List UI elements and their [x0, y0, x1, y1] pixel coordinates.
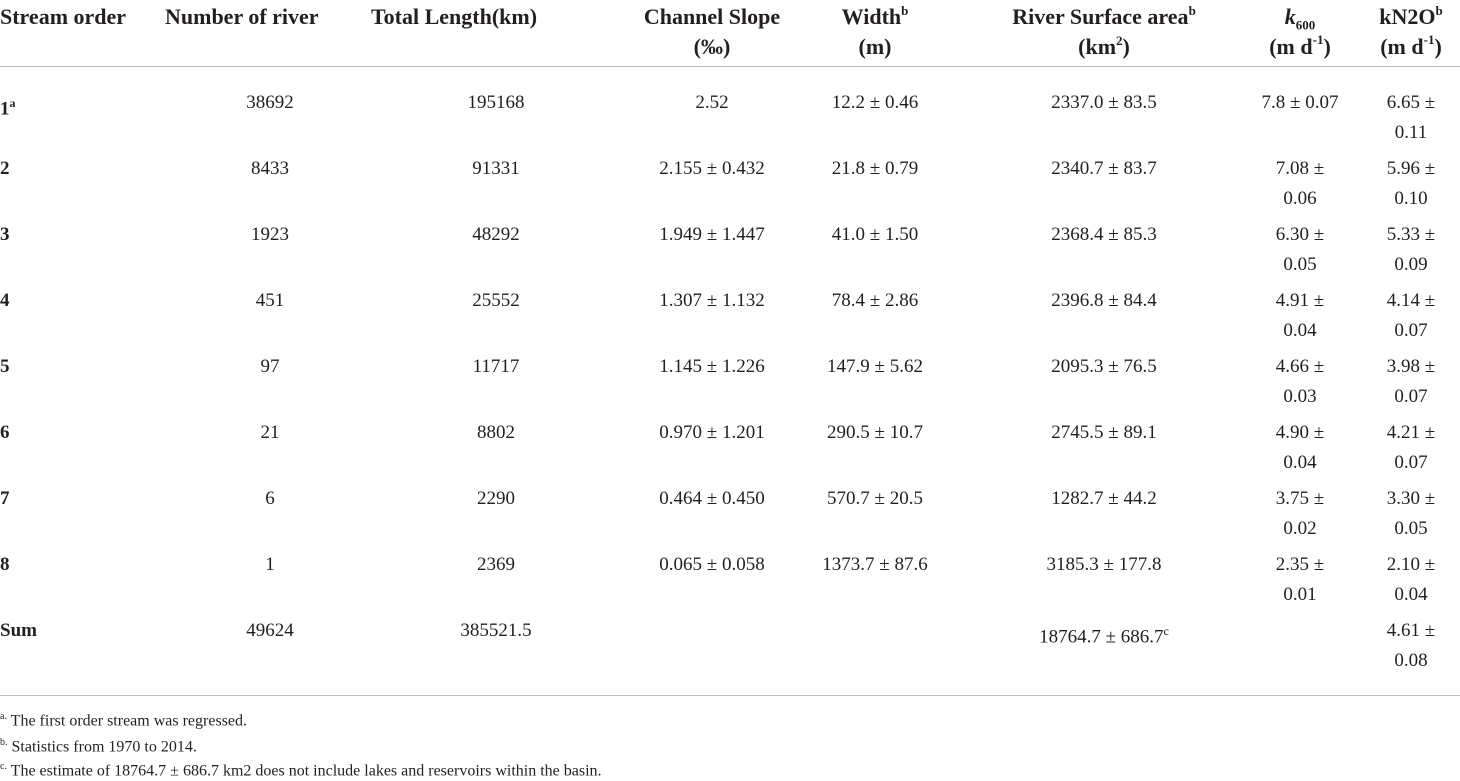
cell-channel-slope: 0.065 ± 0.058 [659, 554, 765, 575]
cell-channel-slope: 1.145 ± 1.226 [659, 356, 765, 377]
cell-kn2o: 2.10 ±0.04 [1386, 554, 1436, 605]
table-row: 8 1 2369 0.065 ± 0.058 1373.7 ± 87.6 3185.3 ±… [0, 550, 1460, 616]
cell-stream-order: 6 [0, 422, 10, 443]
cell-channel-slope: 1.949 ± 1.447 [659, 224, 765, 245]
cell-surface-area: 2095.3 ± 76.5 [1051, 356, 1157, 377]
cell-stream-order: Sum [0, 620, 37, 641]
cell-total-length: 11717 [472, 356, 520, 377]
cell-total-length: 195168 [467, 92, 525, 113]
table-row: 7 6 2290 0.464 ± 0.450 570.7 ± 20.5 1282.7 ± … [0, 484, 1460, 550]
cell-total-length: 2369 [477, 554, 515, 575]
cell-stream-order: 1a [0, 96, 16, 120]
cell-channel-slope: 2.52 [695, 92, 729, 113]
cell-stream-order: 5 [0, 356, 10, 377]
cell-number-of-river: 8433 [251, 158, 289, 179]
table-row: 4 451 25552 1.307 ± 1.132 78.4 ± 2.86 2396.8 … [0, 286, 1460, 352]
header-k600: k600 (m d-1) [1269, 4, 1331, 59]
cell-k600: 2.35 ±0.01 [1275, 554, 1325, 605]
cell-surface-area: 18764.7 ± 686.7c [1039, 624, 1169, 648]
cell-channel-slope: 2.155 ± 0.432 [659, 158, 765, 179]
cell-total-length: 8802 [477, 422, 515, 443]
cell-kn2o: 6.65 ±0.11 [1386, 92, 1436, 143]
cell-width: 1373.7 ± 87.6 [822, 554, 928, 575]
table-row: 1a 38692 195168 2.52 12.2 ± 0.46 2337.0 ± 83.… [0, 88, 1460, 154]
header-channel-slope: Channel Slope (‰) [643, 4, 781, 59]
cell-total-length: 385521.5 [460, 620, 532, 641]
table-row: 5 97 11717 1.145 ± 1.226 147.9 ± 5.62 2095.3 … [0, 352, 1460, 418]
table-row: Sum 49624 385521.5 18764.7 ± 686.7c 4.61 ±0.… [0, 616, 1460, 682]
cell-surface-area: 2396.8 ± 84.4 [1051, 290, 1157, 311]
cell-number-of-river: 451 [255, 290, 285, 311]
cell-number-of-river: 1 [265, 554, 275, 575]
cell-k600: 7.8 ± 0.07 [1261, 92, 1339, 113]
cell-total-length: 91331 [472, 158, 520, 179]
cell-k600: 4.66 ±0.03 [1275, 356, 1325, 407]
cell-stream-order: 3 [0, 224, 10, 245]
cell-k600: 4.90 ±0.04 [1275, 422, 1325, 473]
cell-width: 21.8 ± 0.79 [831, 158, 919, 179]
header-total-length: Total Length(km) [371, 4, 538, 29]
cell-k600: 7.08 ±0.06 [1275, 158, 1325, 209]
cell-k600: 3.75 ±0.02 [1275, 488, 1325, 539]
footnote: a. The first order stream was regressed. [0, 711, 248, 730]
cell-kn2o: 4.61 ±0.08 [1386, 620, 1436, 671]
header-number-of-river: Number of river [165, 4, 319, 29]
cell-kn2o: 5.33 ±0.09 [1386, 224, 1436, 275]
cell-number-of-river: 21 [260, 422, 280, 443]
cell-total-length: 25552 [472, 290, 520, 311]
cell-stream-order: 4 [0, 290, 10, 311]
cell-kn2o: 4.21 ±0.07 [1386, 422, 1436, 473]
cell-total-length: 2290 [477, 488, 515, 509]
table-row: 6 21 8802 0.970 ± 1.201 290.5 ± 10.7 2745.5 ±… [0, 418, 1460, 484]
footnote: b. Statistics from 1970 to 2014. [0, 737, 197, 756]
cell-surface-area: 1282.7 ± 44.2 [1051, 488, 1157, 509]
header-kn2o: kN2Ob (m d-1) [1379, 2, 1443, 59]
cell-surface-area: 2337.0 ± 83.5 [1051, 92, 1157, 113]
cell-number-of-river: 1923 [251, 224, 289, 245]
cell-kn2o: 5.96 ±0.10 [1386, 158, 1436, 209]
cell-stream-order: 2 [0, 158, 10, 179]
cell-width: 12.2 ± 0.46 [831, 92, 919, 113]
cell-kn2o: 3.30 ±0.05 [1386, 488, 1436, 539]
cell-channel-slope: 0.970 ± 1.201 [659, 422, 765, 443]
data-table: Stream order Number of river Total Lengt… [0, 0, 1460, 696]
cell-number-of-river: 38692 [246, 92, 294, 113]
cell-channel-slope: 0.464 ± 0.450 [659, 488, 765, 509]
table-row: 3 1923 48292 1.949 ± 1.447 41.0 ± 1.50 2368.4… [0, 220, 1460, 286]
cell-channel-slope: 1.307 ± 1.132 [659, 290, 765, 311]
cell-number-of-river: 6 [265, 488, 275, 509]
cell-number-of-river: 49624 [246, 620, 294, 641]
header-width: Widthb (m) [841, 2, 909, 59]
table-header: Stream order Number of river Total Lengt… [0, 0, 1460, 66]
cell-surface-area: 2745.5 ± 89.1 [1051, 422, 1157, 443]
cell-surface-area: 2368.4 ± 85.3 [1051, 224, 1157, 245]
cell-total-length: 48292 [472, 224, 520, 245]
cell-kn2o: 3.98 ±0.07 [1386, 356, 1436, 407]
cell-surface-area: 2340.7 ± 83.7 [1051, 158, 1157, 179]
table-row: 2 8433 91331 2.155 ± 0.432 21.8 ± 0.79 2340.7… [0, 154, 1460, 220]
cell-width: 290.5 ± 10.7 [827, 422, 923, 443]
footnote: c. The estimate of 18764.7 ± 686.7 km2 d… [0, 761, 602, 780]
header-stream-order: Stream order [0, 4, 127, 29]
cell-stream-order: 8 [0, 554, 10, 575]
header-rule [0, 66, 1460, 67]
cell-surface-area: 3185.3 ± 177.8 [1046, 554, 1162, 575]
cell-width: 147.9 ± 5.62 [827, 356, 923, 377]
cell-stream-order: 7 [0, 488, 10, 509]
bottom-rule [0, 695, 1460, 696]
header-surface-area: River Surface areab (km2) [1012, 2, 1196, 59]
cell-k600: 6.30 ±0.05 [1275, 224, 1325, 275]
cell-width: 570.7 ± 20.5 [827, 488, 923, 509]
cell-kn2o: 4.14 ±0.07 [1386, 290, 1436, 341]
cell-width: 78.4 ± 2.86 [831, 290, 919, 311]
cell-number-of-river: 97 [260, 356, 280, 377]
cell-width: 41.0 ± 1.50 [831, 224, 919, 245]
cell-k600: 4.91 ±0.04 [1275, 290, 1325, 341]
cell-k600 [1238, 616, 1362, 646]
